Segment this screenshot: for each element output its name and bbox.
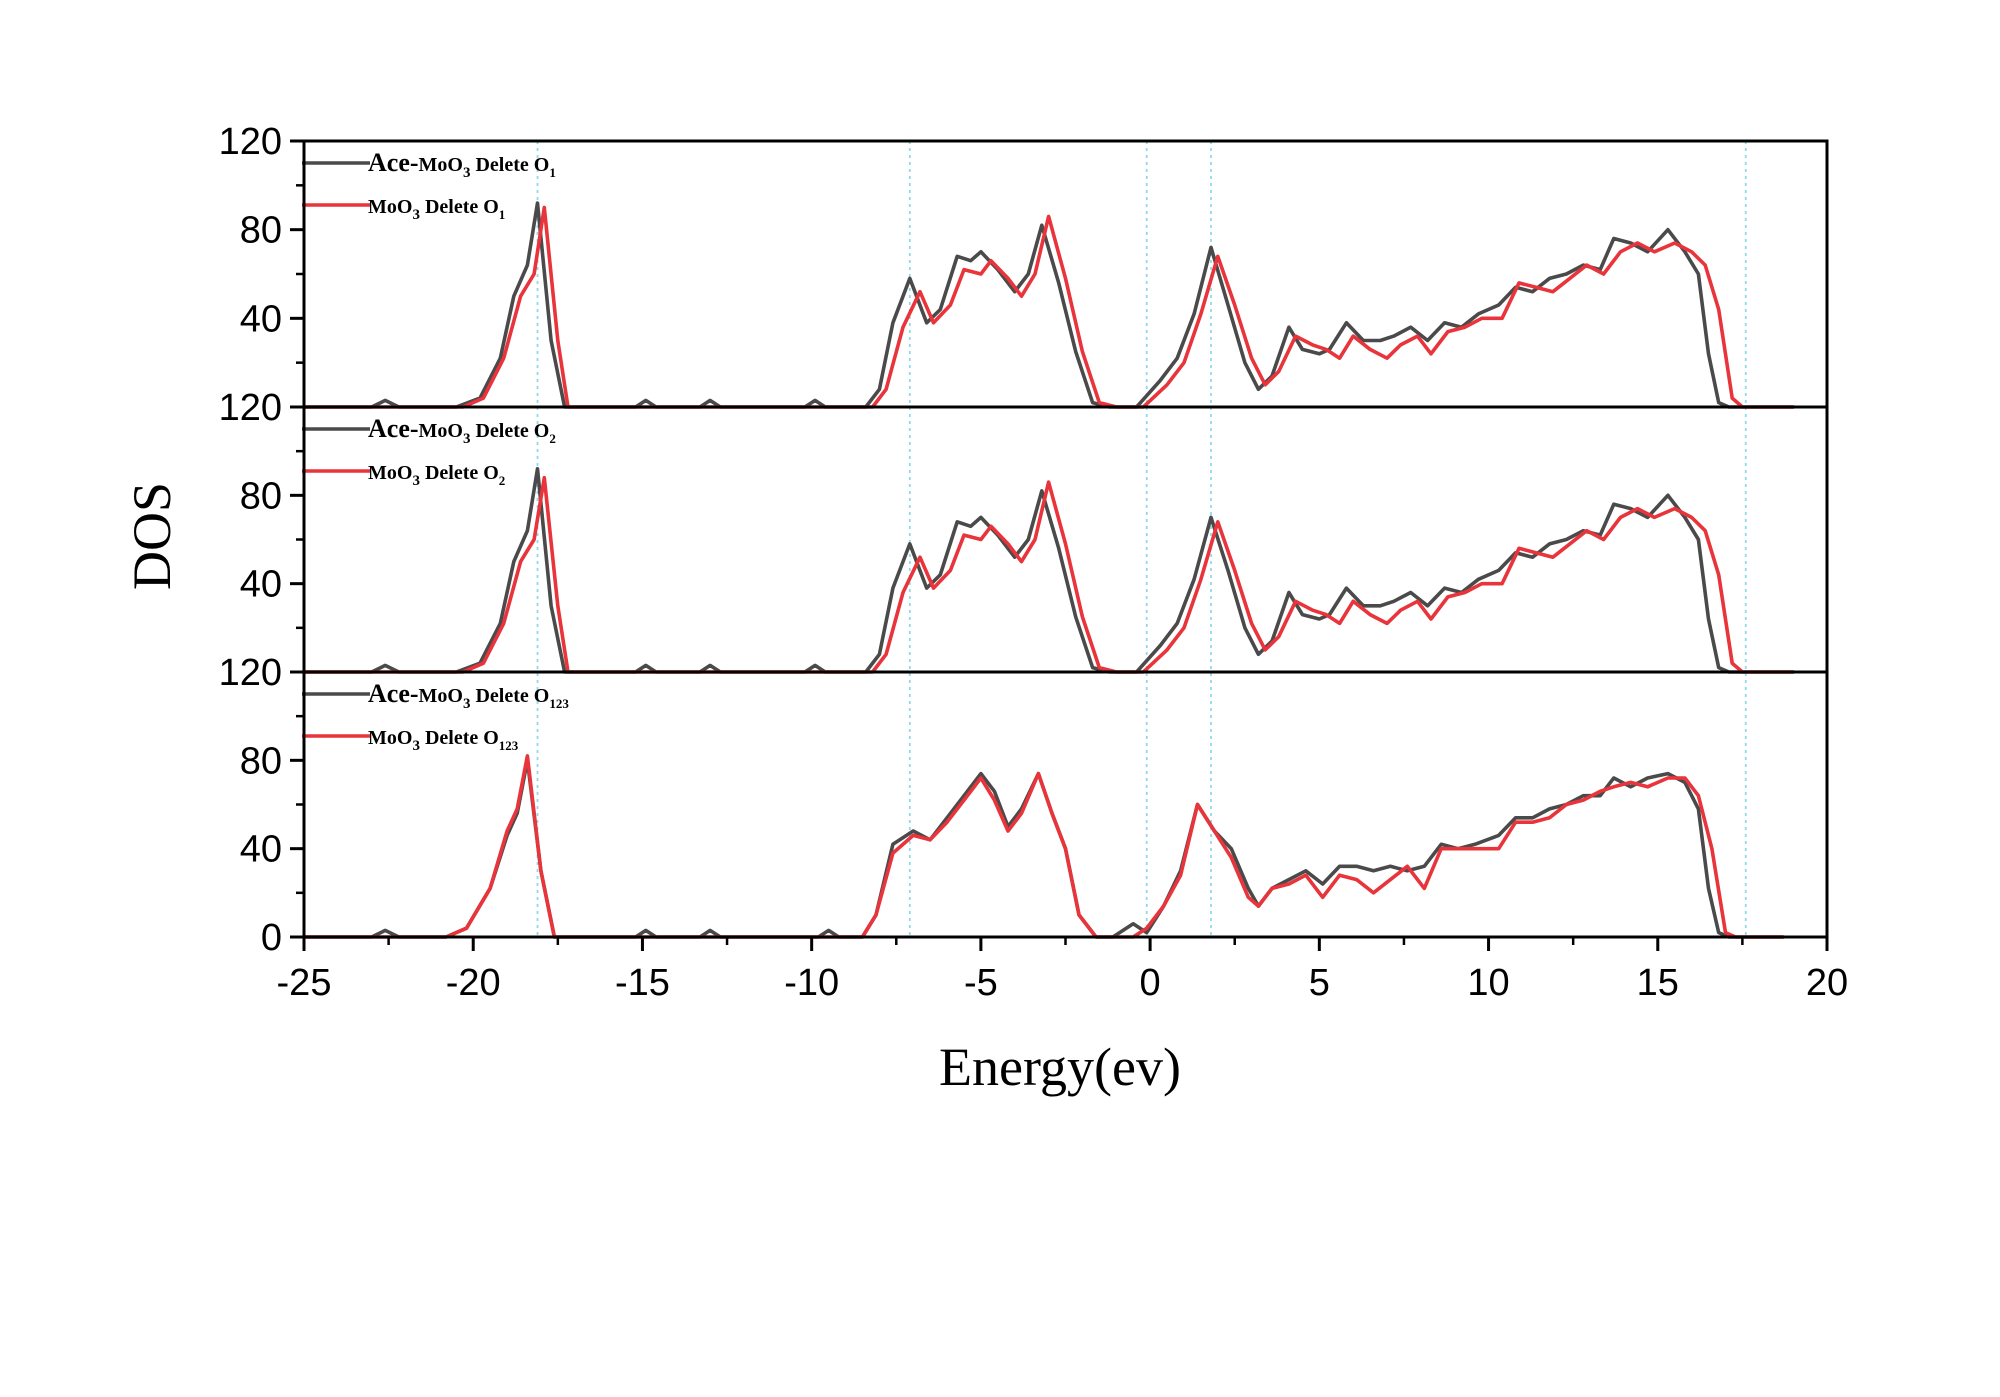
y-tick-label: 120 bbox=[219, 121, 282, 163]
legend-entry: MoO3 Delete O123 bbox=[302, 727, 519, 754]
y-tick-label: 40 bbox=[240, 298, 282, 340]
series-line-moo3 bbox=[302, 205, 1795, 409]
x-axis-label: Energy(ev) bbox=[939, 1037, 1181, 1097]
x-tick-label: -5 bbox=[964, 962, 998, 1004]
legend-entry: Ace-MoO3 Delete O123 bbox=[302, 679, 569, 712]
x-tick-label: 20 bbox=[1806, 962, 1848, 1004]
x-tick-label: 0 bbox=[1140, 962, 1161, 1004]
dos-panels: Ace-MoO3 Delete O1 MoO3 Delete O1 Ace-MoO3… bbox=[302, 148, 1795, 939]
y-tick-label: 120 bbox=[219, 652, 282, 694]
y-tick-label: 80 bbox=[240, 210, 282, 252]
legend-label: MoO3 Delete O2 bbox=[368, 462, 505, 489]
x-tick-label: 15 bbox=[1637, 962, 1679, 1004]
series-line-moo3 bbox=[302, 475, 1795, 674]
legend-entry: Ace-MoO3 Delete O2 bbox=[302, 414, 556, 447]
x-tick-label: 5 bbox=[1309, 962, 1330, 1004]
legend-label: Ace-MoO3 Delete O123 bbox=[368, 679, 569, 712]
legend-label: MoO3 Delete O1 bbox=[368, 196, 505, 223]
x-tick-label: 10 bbox=[1467, 962, 1509, 1004]
y-tick-label: 80 bbox=[240, 740, 282, 782]
x-axis: -25 -20 -15 -10 -5 0 5 10 15 20 bbox=[277, 937, 1848, 1004]
series-line-ace-moo3 bbox=[302, 758, 1785, 939]
x-tick-label: -10 bbox=[784, 962, 839, 1004]
legend-entry: Ace-MoO3 Delete O1 bbox=[302, 148, 556, 181]
y-axis: 120 80 40 120 80 40 120 80 40 0 bbox=[219, 121, 304, 959]
y-tick-label: 0 bbox=[261, 917, 282, 959]
y-tick-label: 80 bbox=[240, 475, 282, 517]
series-line-moo3 bbox=[302, 754, 1785, 939]
y-tick-label: 40 bbox=[240, 829, 282, 871]
legend-entry: MoO3 Delete O1 bbox=[302, 196, 505, 223]
legend-entry: MoO3 Delete O2 bbox=[302, 462, 505, 489]
x-tick-label: -25 bbox=[277, 962, 332, 1004]
legend-label: MoO3 Delete O123 bbox=[368, 727, 519, 754]
x-tick-label: -20 bbox=[446, 962, 501, 1004]
dos-panel-3: Ace-MoO3 Delete O123 MoO3 Delete O123 bbox=[302, 679, 1785, 939]
legend-label: Ace-MoO3 Delete O1 bbox=[368, 148, 556, 181]
y-axis-label: DOS bbox=[122, 482, 182, 590]
y-tick-label: 40 bbox=[240, 564, 282, 606]
y-tick-label: 120 bbox=[219, 387, 282, 429]
legend-label: Ace-MoO3 Delete O2 bbox=[368, 414, 556, 447]
x-tick-label: -15 bbox=[615, 962, 670, 1004]
